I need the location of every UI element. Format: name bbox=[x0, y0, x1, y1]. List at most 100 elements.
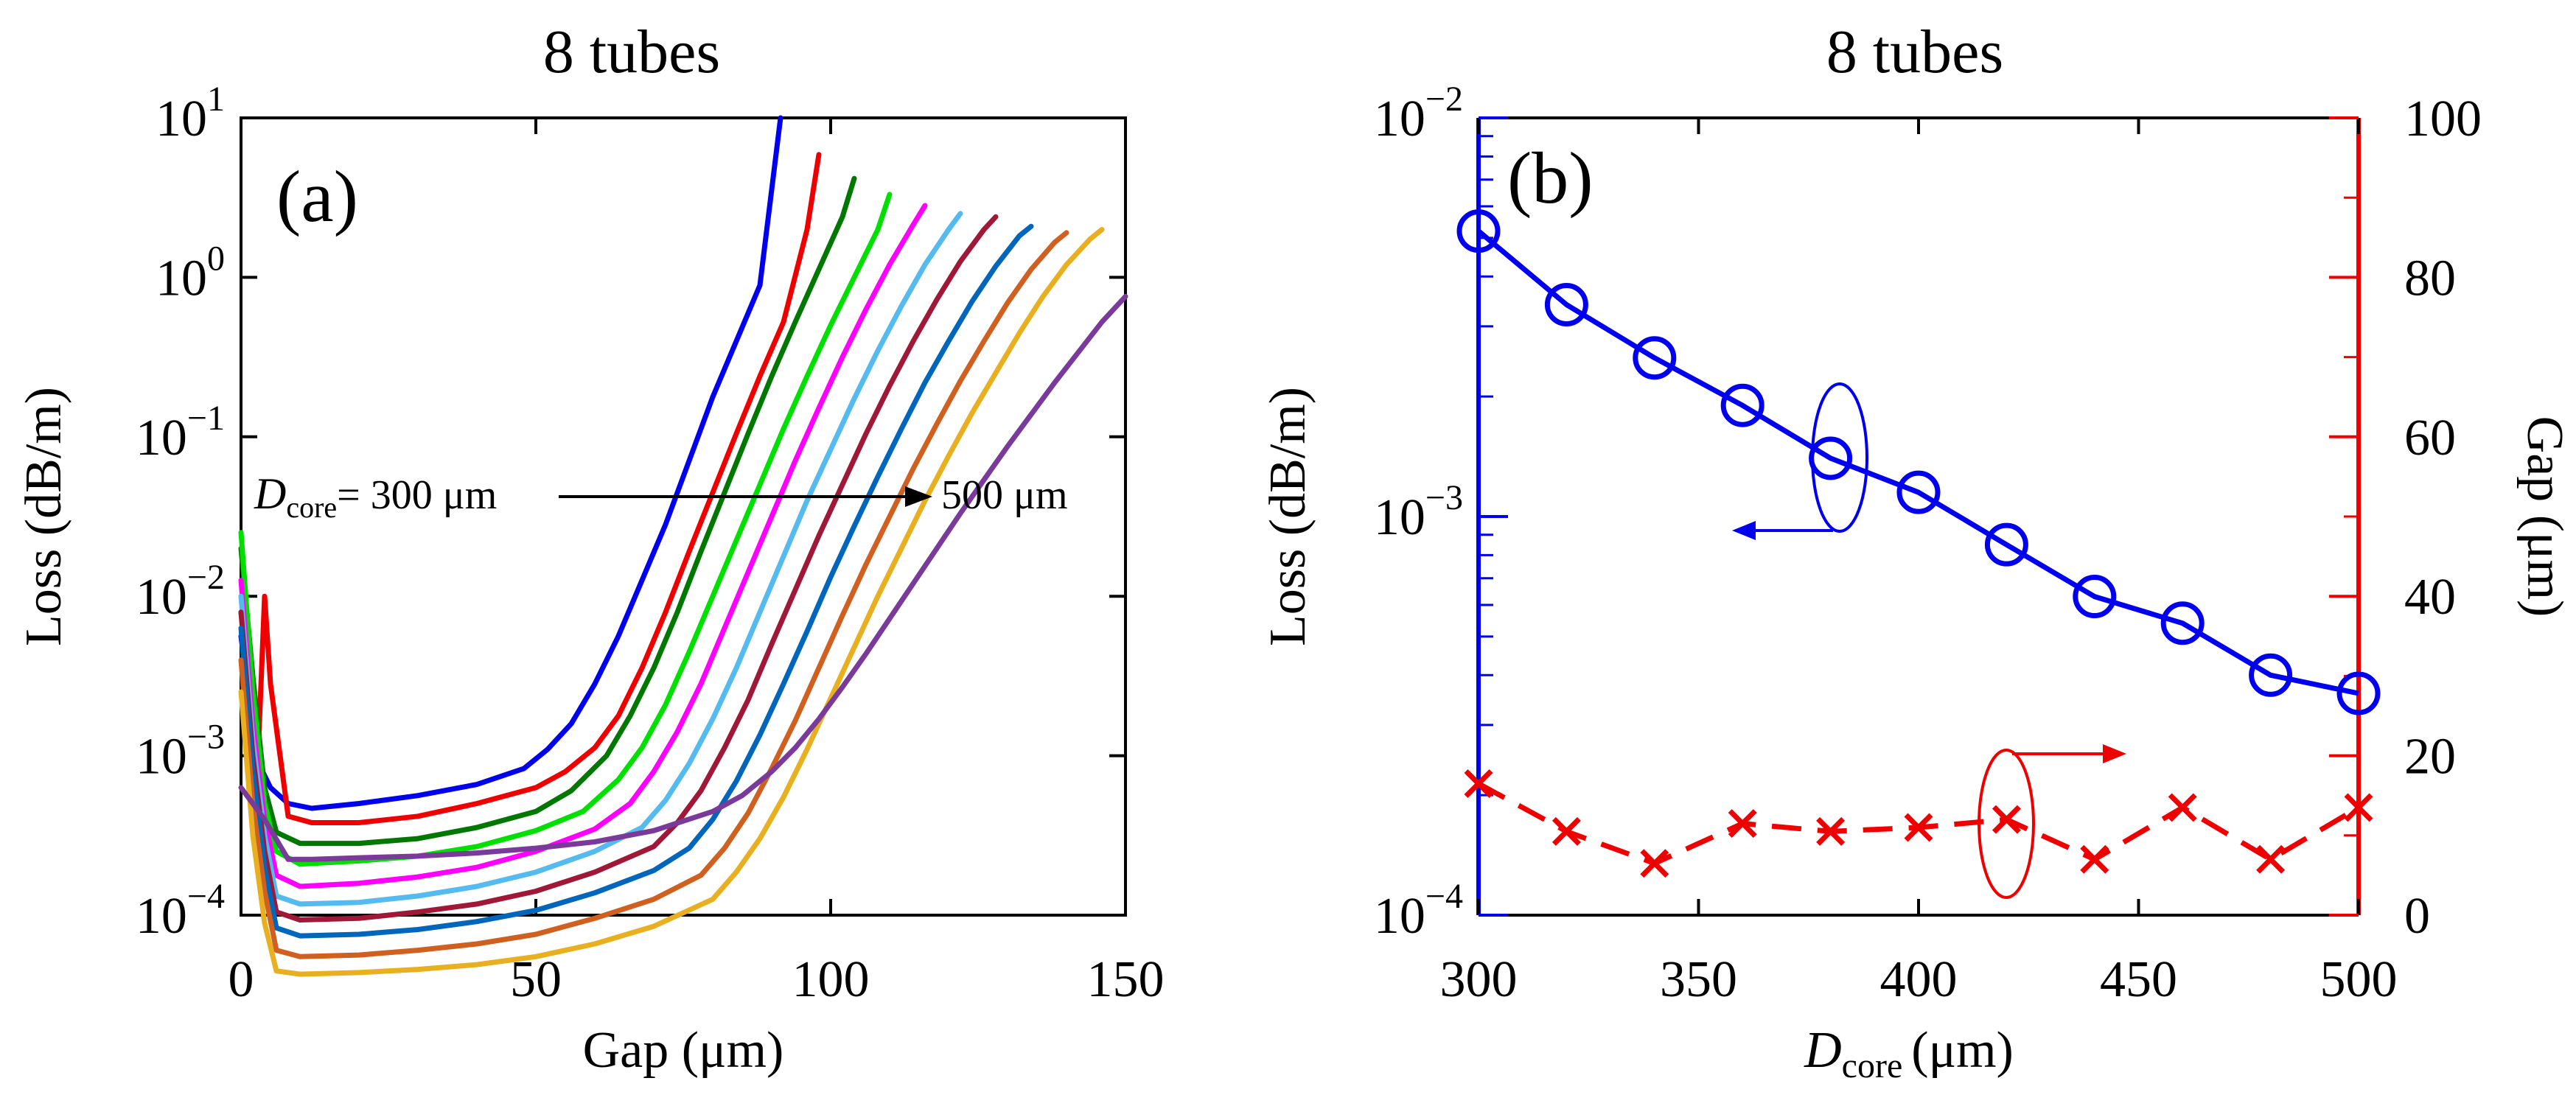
loss-point-marker bbox=[1544, 282, 1588, 326]
loss-point-marker bbox=[2073, 575, 2117, 619]
loss-point-marker bbox=[1984, 522, 2028, 567]
y-tick-exponent: −1 bbox=[187, 399, 225, 438]
loss-curve-420um bbox=[238, 214, 999, 923]
panel-b-x-tick-label: 300 bbox=[1440, 951, 1518, 1008]
x-label-d-symbol: D bbox=[1804, 1022, 1842, 1079]
panel-b-series bbox=[1456, 209, 2381, 878]
y-tick-base: 10 bbox=[156, 250, 207, 307]
loss-axis-arrowhead bbox=[1732, 521, 1756, 540]
y-tick-base: 10 bbox=[136, 569, 187, 626]
panel-a-y-tick-label: 10−3 bbox=[136, 718, 225, 785]
panel-b-left-y-ticks: 10−210−310−4 bbox=[1374, 80, 1508, 945]
y-tick-exponent: −4 bbox=[1425, 877, 1463, 916]
loss-point-marker bbox=[1896, 470, 1941, 514]
panel-a-y-tick-label: 10−1 bbox=[136, 399, 225, 466]
panel-a-y-tick-label: 10−2 bbox=[136, 558, 225, 626]
panel-b-right-y-tick-label: 40 bbox=[2404, 569, 2456, 626]
panel-b-x-tick-label: 500 bbox=[2320, 951, 2398, 1008]
panel-a-label: (a) bbox=[276, 155, 358, 237]
loss-point-marker bbox=[2336, 671, 2381, 715]
y-tick-exponent: 0 bbox=[207, 239, 225, 278]
gap-point-marker bbox=[1992, 805, 2021, 834]
panel-b-left-y-tick-label: 10−3 bbox=[1374, 478, 1463, 546]
panel-b-right-y-tick-label: 20 bbox=[2404, 729, 2456, 785]
panel-b-right-y-tick-label: 0 bbox=[2404, 888, 2430, 945]
panel-b-x-tick-label: 450 bbox=[2100, 951, 2177, 1008]
gap-point-marker bbox=[2168, 793, 2197, 822]
y-tick-base: 10 bbox=[136, 729, 187, 785]
panel-b-right-y-tick-label: 100 bbox=[2404, 91, 2482, 147]
y-tick-exponent: −2 bbox=[1425, 80, 1463, 119]
y-tick-base: 10 bbox=[1374, 489, 1425, 546]
gap-point-marker bbox=[1904, 813, 1933, 842]
panel-b: 8 tubes 300 350 400 450 500 10−210−310−4 020… bbox=[1260, 18, 2573, 1085]
loss-point-marker bbox=[1633, 336, 1677, 380]
loss-point-marker bbox=[1456, 209, 1501, 253]
loss-point-marker bbox=[1720, 383, 1765, 427]
loss-curve-340um bbox=[238, 175, 857, 847]
annotation-core-subscript: core bbox=[286, 491, 337, 524]
panel-b-x-axis-label: Dcore (μm) bbox=[1804, 1022, 2014, 1085]
gap-axis-indicator bbox=[1978, 749, 2104, 899]
y-tick-base: 10 bbox=[136, 888, 187, 945]
gap-line bbox=[1477, 781, 2360, 867]
panel-a-x-tick-label: 0 bbox=[228, 951, 254, 1008]
y-tick-exponent: −4 bbox=[187, 877, 225, 916]
y-tick-exponent: −3 bbox=[187, 718, 225, 757]
loss-curve-440um bbox=[238, 223, 1034, 939]
loss-line bbox=[1476, 228, 2359, 696]
gap-point-marker bbox=[1816, 816, 1846, 846]
annotation-arrowhead bbox=[905, 486, 932, 507]
panel-a-y-tick-label: 101 bbox=[156, 80, 225, 147]
annotation-end-value: 500 μm bbox=[941, 472, 1068, 518]
y-tick-base: 10 bbox=[1374, 91, 1425, 147]
panel-b-left-y-tick-label: 10−2 bbox=[1374, 80, 1463, 147]
panel-b-x-ticks: 300 350 400 450 500 bbox=[1440, 118, 2398, 1008]
loss-curve-380um bbox=[238, 203, 928, 889]
gap-point-marker bbox=[1640, 849, 1669, 878]
panel-b-left-y-tick-label: 10−4 bbox=[1374, 877, 1463, 945]
gap-point-marker bbox=[2344, 793, 2373, 822]
loss-curve-320um bbox=[238, 152, 822, 825]
annotation-d-symbol: D bbox=[254, 469, 286, 518]
annotation-start-value: = 300 μm bbox=[337, 472, 497, 518]
panel-b-left-y-axis-label: Loss (dB/m) bbox=[1260, 387, 1316, 646]
gap-point-marker bbox=[1728, 809, 1757, 839]
loss-curve-500um bbox=[238, 293, 1128, 862]
panel-b-title: 8 tubes bbox=[1826, 18, 2003, 86]
panel-a-y-axis-label: Loss (dB/m) bbox=[15, 387, 72, 646]
loss-axis-indicator bbox=[1751, 382, 1868, 533]
y-tick-exponent: −3 bbox=[1425, 478, 1463, 517]
loss-curve-400um bbox=[238, 211, 963, 907]
panel-a-x-ticks: 0 50 100 150 bbox=[228, 118, 1165, 1008]
y-tick-base: 10 bbox=[156, 91, 207, 147]
panel-b-x-tick-label: 400 bbox=[1880, 951, 1958, 1008]
panel-a-y-tick-label: 100 bbox=[156, 239, 225, 307]
loss-curve-480um bbox=[238, 227, 1105, 977]
loss-point-marker bbox=[2249, 653, 2293, 697]
gap-axis-arrowhead bbox=[2103, 744, 2126, 763]
panel-a: 8 tubes 0 50 100 150 10110010−110−210−310−4… bbox=[15, 18, 1165, 1079]
panel-b-right-y-tick-label: 60 bbox=[2404, 410, 2456, 466]
y-tick-base: 10 bbox=[1374, 888, 1425, 945]
panel-a-x-tick-label: 100 bbox=[792, 951, 870, 1008]
panel-b-label: (b) bbox=[1507, 137, 1594, 219]
y-tick-exponent: −2 bbox=[187, 558, 225, 597]
gap-point-marker bbox=[1464, 769, 1493, 798]
gap-point-marker bbox=[1551, 816, 1581, 846]
x-label-unit: (μm) bbox=[1911, 1022, 2014, 1079]
panel-b-right-y-tick-label: 80 bbox=[2404, 250, 2456, 307]
gap-point-marker bbox=[2256, 844, 2286, 874]
gap-point-marker bbox=[2080, 844, 2109, 874]
svg-text:Dcore= 300 μm: Dcore= 300 μm bbox=[254, 469, 497, 524]
panel-a-y-tick-label: 10−4 bbox=[136, 877, 225, 945]
y-tick-exponent: 1 bbox=[207, 80, 225, 119]
loss-point-marker bbox=[2160, 601, 2205, 645]
loss-curve-460um bbox=[238, 230, 1069, 959]
panel-a-title: 8 tubes bbox=[543, 18, 720, 86]
panel-b-right-y-axis-label: Gap (μm) bbox=[2516, 416, 2573, 617]
x-label-core-subscript: core bbox=[1842, 1046, 1903, 1085]
panel-a-x-tick-label: 150 bbox=[1087, 951, 1165, 1008]
